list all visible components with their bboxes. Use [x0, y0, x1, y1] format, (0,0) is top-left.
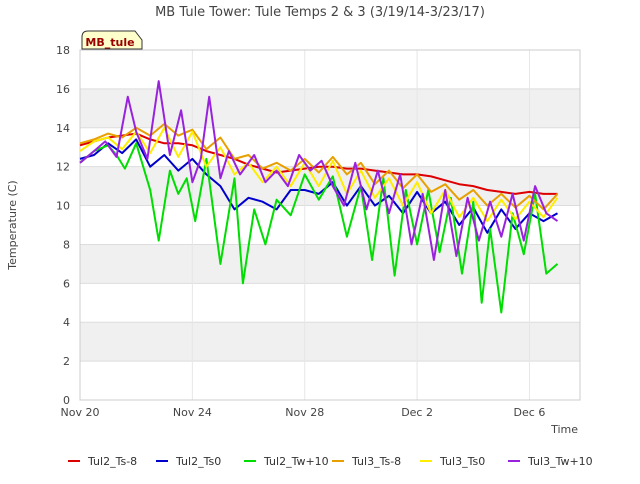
x-tick-label: Nov 20: [61, 406, 100, 419]
y-tick-label: 10: [56, 200, 70, 213]
y-tick-label: 4: [63, 316, 70, 329]
series-line-tul3-tw-10: [79, 80, 559, 261]
series-line-tul2-ts-8: [79, 132, 558, 195]
y-tick-label: 14: [56, 122, 70, 135]
x-tick-label: Nov 24: [173, 406, 212, 419]
legend-item: Tul3_Ts0: [420, 455, 485, 468]
series-line-tul2-tw-10: [79, 142, 559, 314]
chart-title: MB Tule Tower: Tule Temps 2 & 3 (3/19/14…: [155, 5, 485, 20]
y-tick-label: 12: [56, 161, 70, 174]
plot-band: [80, 322, 580, 362]
y-axis-ticks: 0 2 4 6 8 10 12 14 16 18: [56, 44, 70, 407]
x-axis-ticks: Nov 20 Nov 24 Nov 28 Dec 2 Dec 6: [61, 406, 546, 419]
y-tick-label: 2: [63, 355, 70, 368]
y-tick-label: 0: [63, 394, 70, 407]
y-tick-label: 18: [56, 44, 70, 57]
legend-item: Tul3_Tw+10: [508, 455, 593, 468]
series-layer: [79, 80, 559, 314]
x-axis-label: Time: [550, 423, 578, 436]
legend-item: Tul3_Ts-8: [332, 455, 401, 468]
legend-label: Tul2_Ts-8: [87, 455, 137, 468]
y-axis-label: Temperature (C): [6, 180, 19, 270]
legend-item: Tul2_Tw+10: [244, 455, 329, 468]
plot-band: [80, 166, 580, 206]
y-tick-label: 6: [63, 277, 70, 290]
x-tick-label: Dec 2: [401, 406, 433, 419]
legend-label: Tul3_Ts-8: [351, 455, 401, 468]
legend-label: Tul3_Tw+10: [527, 455, 593, 468]
legend-label: Tul3_Ts0: [439, 455, 485, 468]
legend-item: Tul2_Ts-8: [68, 455, 137, 468]
y-tick-label: 8: [63, 238, 70, 251]
station-badge-label: MB_tule: [85, 36, 134, 49]
series-line-tul3-ts0: [79, 126, 559, 223]
x-tick-label: Dec 6: [514, 406, 546, 419]
plot-border: [79, 49, 581, 401]
legend-label: Tul2_Tw+10: [263, 455, 329, 468]
series-line-tul2-ts0: [79, 138, 558, 234]
y-tick-label: 16: [56, 83, 70, 96]
legend: Tul2_Ts-8 Tul2_Ts0 Tul2_Tw+10 Tul3_Ts-8 Tul3…: [68, 455, 593, 468]
x-tick-label: Nov 28: [285, 406, 324, 419]
station-badge: MB_tule: [81, 30, 143, 50]
legend-item: Tul2_Ts0: [156, 455, 221, 468]
legend-label: Tul2_Ts0: [175, 455, 221, 468]
series-line-tul3-ts-8: [79, 122, 559, 211]
